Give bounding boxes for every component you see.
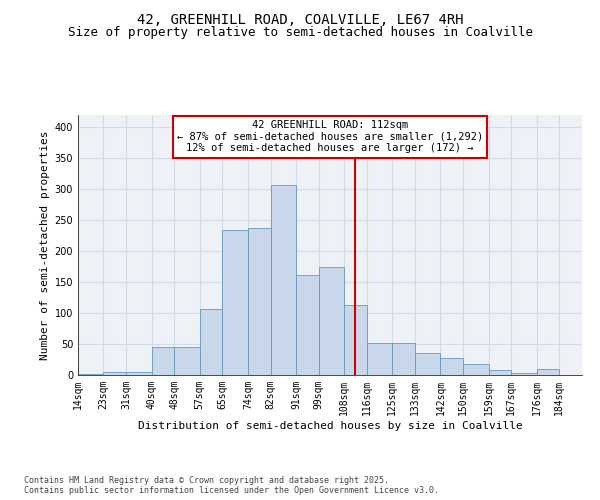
Bar <box>344 305 367 375</box>
Bar <box>415 354 440 375</box>
Bar <box>536 370 559 375</box>
Bar <box>174 347 200 375</box>
Text: Size of property relative to semi-detached houses in Coalville: Size of property relative to semi-detach… <box>67 26 533 39</box>
Bar <box>152 347 174 375</box>
Bar <box>440 358 463 375</box>
Text: Contains HM Land Registry data © Crown copyright and database right 2025.
Contai: Contains HM Land Registry data © Crown c… <box>24 476 439 495</box>
Text: 42, GREENHILL ROAD, COALVILLE, LE67 4RH: 42, GREENHILL ROAD, COALVILLE, LE67 4RH <box>137 12 463 26</box>
Bar <box>367 343 392 375</box>
Bar <box>488 370 511 375</box>
Bar <box>103 372 126 375</box>
Text: 42 GREENHILL ROAD: 112sqm
← 87% of semi-detached houses are smaller (1,292)
12% : 42 GREENHILL ROAD: 112sqm ← 87% of semi-… <box>177 120 483 154</box>
Y-axis label: Number of semi-detached properties: Number of semi-detached properties <box>40 130 50 360</box>
X-axis label: Distribution of semi-detached houses by size in Coalville: Distribution of semi-detached houses by … <box>137 420 523 430</box>
Bar <box>78 374 103 375</box>
Bar <box>392 343 415 375</box>
Bar <box>223 230 248 375</box>
Bar <box>248 228 271 375</box>
Bar <box>126 372 152 375</box>
Bar <box>200 309 223 375</box>
Bar <box>271 185 296 375</box>
Bar <box>296 274 319 375</box>
Bar <box>463 364 488 375</box>
Bar <box>319 266 344 375</box>
Bar <box>511 373 536 375</box>
